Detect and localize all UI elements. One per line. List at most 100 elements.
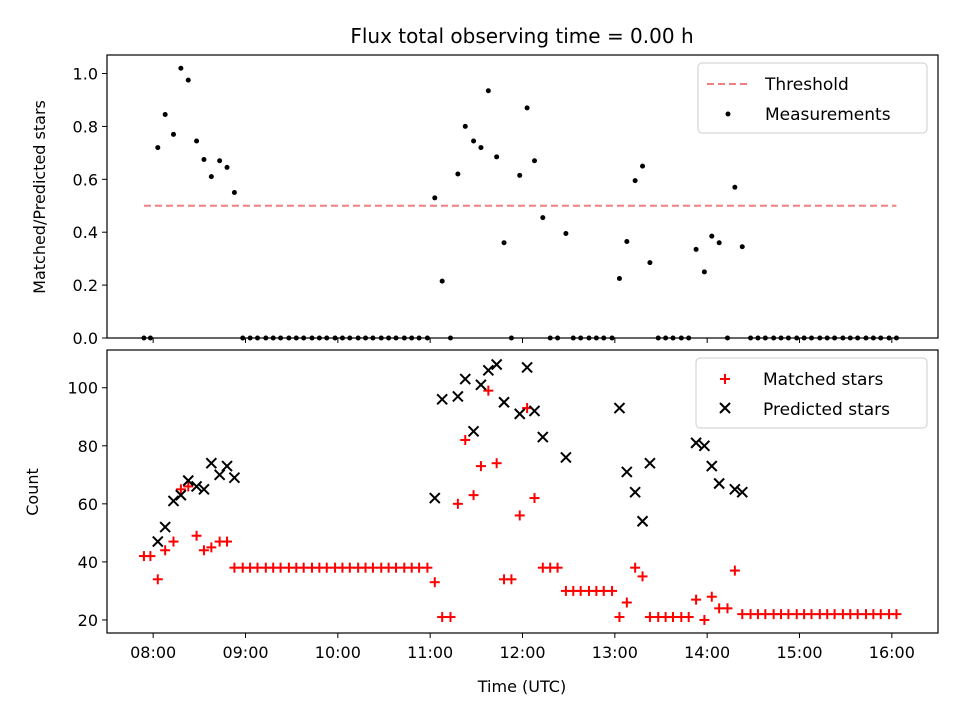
bottom-x-ticks: 08:00 09:00 10:00 11:00 12:00 13:00 14:00 15:00… — [130, 633, 915, 662]
y-tick-label: 20 — [78, 611, 98, 630]
matched-stars-point — [191, 530, 202, 541]
bottom-legend-frame — [695, 357, 928, 429]
matched-stars-point — [452, 498, 463, 509]
x-axis-label: Time (UTC) — [477, 677, 566, 696]
y-tick-label: 0.4 — [73, 223, 98, 242]
legend-measurements-swatch — [725, 111, 731, 117]
measurement-point — [632, 178, 638, 184]
matched-stars-point — [529, 493, 540, 504]
predicted-stars-point — [537, 431, 549, 443]
measurement-point — [563, 231, 569, 237]
x-tick-label: 12:00 — [499, 643, 545, 662]
bottom-legend: Matched stars Predicted stars — [695, 357, 928, 429]
bottom-y-axis-label: Count — [23, 468, 42, 516]
measurement-point — [485, 88, 491, 94]
predicted-stars-point — [182, 474, 194, 487]
matched-stars-point — [630, 562, 641, 573]
matched-stars-point — [429, 577, 440, 588]
measurement-point — [462, 123, 468, 129]
matched-stars-point — [552, 562, 563, 573]
predicted-stars-point — [690, 437, 702, 449]
bottom-y-ticks: 20 40 60 80 100 — [67, 379, 107, 630]
predicted-stars-point — [621, 466, 633, 478]
predicted-stars-point — [644, 457, 656, 469]
predicted-stars-point — [436, 393, 448, 406]
x-tick-label: 11:00 — [407, 643, 453, 662]
predicted-stars-point — [167, 495, 180, 507]
matched-stars-point — [152, 574, 163, 585]
predicted-stars-point — [152, 535, 164, 548]
matched-stars-point — [729, 565, 740, 576]
measurement-point — [194, 138, 200, 144]
matched-stars-point — [706, 591, 717, 602]
matched-stars-point — [468, 490, 479, 501]
measurement-point — [494, 154, 500, 160]
matched-stars-point — [445, 612, 456, 623]
measurement-point — [478, 145, 484, 151]
top-panel: 0.0 0.2 0.4 0.6 0.8 1.0 Matched/Predicted sta… — [30, 54, 939, 348]
measurement-point — [709, 233, 715, 239]
y-tick-label: 40 — [78, 553, 98, 572]
measurement-point — [624, 238, 630, 244]
measurement-point — [231, 190, 237, 196]
predicted-stars-point — [459, 373, 471, 385]
matched-stars-point — [683, 612, 694, 623]
legend-matched-swatch — [720, 374, 730, 384]
predicted-stars-point — [514, 408, 526, 420]
predicted-stars-point — [198, 483, 210, 496]
y-tick-label: 0.6 — [73, 170, 98, 189]
matched-stars-point — [491, 458, 502, 469]
predicted-stars-point — [560, 451, 572, 464]
y-tick-label: 1.0 — [73, 65, 98, 84]
predicted-stars-point — [175, 489, 187, 501]
matched-stars-point — [460, 434, 471, 445]
top-legend-frame — [697, 62, 928, 134]
measurement-point — [217, 158, 223, 164]
predicted-stars-point — [482, 364, 495, 377]
matched-stars-point — [183, 481, 194, 492]
matched-stars-point — [206, 542, 217, 553]
measurement-point — [178, 65, 184, 71]
matched-stars-point — [506, 574, 517, 585]
matched-stars-point — [637, 571, 648, 582]
measurement-point — [170, 131, 176, 137]
top-y-axis-label: Matched/Predicted stars — [30, 100, 49, 294]
matched-stars-point — [168, 536, 179, 547]
predicted-stars-point — [528, 405, 541, 417]
matched-stars-point — [891, 609, 902, 620]
predicted-stars-point — [713, 477, 725, 490]
predicted-stars-point — [221, 460, 233, 472]
top-x-ticks — [152, 338, 893, 343]
x-tick-label: 08:00 — [130, 643, 176, 662]
matched-stars-point — [722, 603, 733, 614]
y-tick-label: 0.2 — [73, 276, 98, 295]
x-tick-label: 10:00 — [315, 643, 361, 662]
measurement-point — [224, 164, 230, 170]
measurement-point — [693, 246, 699, 252]
x-tick-label: 13:00 — [592, 643, 638, 662]
predicted-stars-point — [729, 483, 741, 496]
predicted-stars-point — [490, 358, 503, 371]
matched-stars-point — [621, 597, 632, 608]
predicted-stars-point — [698, 440, 711, 452]
x-tick-label: 14:00 — [684, 643, 730, 662]
measurement-point — [517, 172, 523, 178]
matched-stars-point — [514, 510, 525, 521]
measurement-point — [640, 163, 646, 169]
predicted-stars-point — [498, 396, 510, 408]
y-tick-label: 100 — [67, 379, 98, 398]
y-tick-label: 0.0 — [73, 329, 98, 348]
y-tick-label: 60 — [78, 495, 98, 514]
measurement-point — [716, 240, 722, 246]
bottom-marks — [138, 358, 902, 625]
y-tick-label: 80 — [78, 437, 98, 456]
predicted-stars-point — [613, 402, 626, 414]
measurement-point — [155, 145, 161, 151]
measurement-point — [540, 215, 546, 221]
measurement-point — [501, 240, 507, 246]
legend-predicted-label: Predicted stars — [763, 400, 890, 420]
measurement-point — [524, 105, 530, 111]
predicted-stars-point — [452, 390, 464, 403]
measurement-point — [701, 269, 707, 275]
measurement-point — [471, 138, 477, 144]
